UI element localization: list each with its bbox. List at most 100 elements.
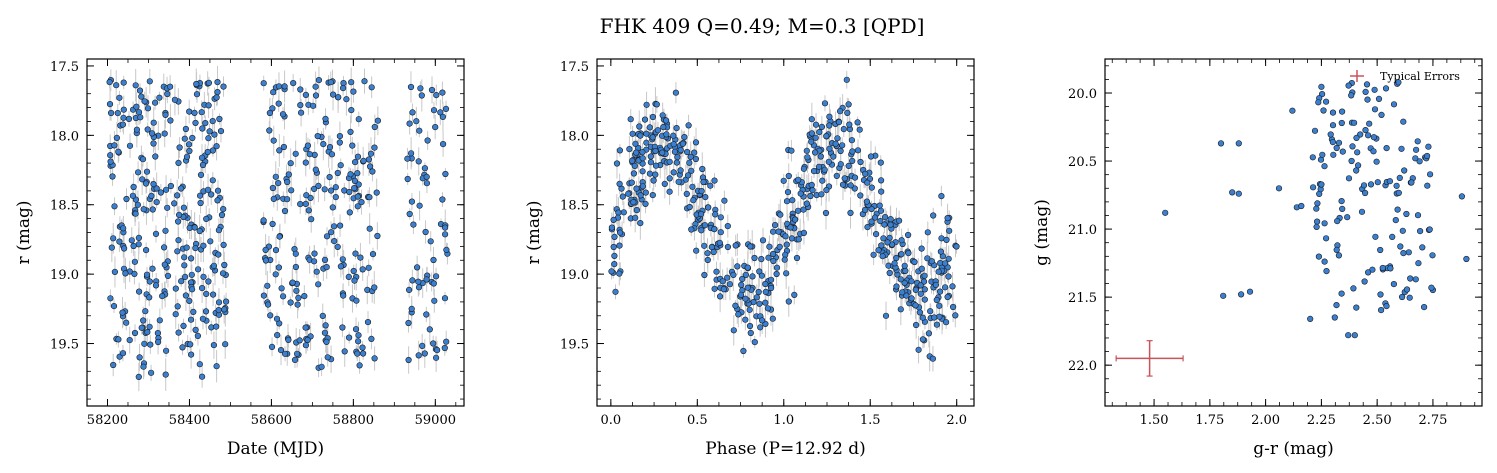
data-point [1339, 205, 1346, 212]
data-point [856, 126, 863, 133]
data-point [190, 308, 197, 316]
data-point [611, 233, 618, 240]
data-point [788, 147, 795, 154]
data-point [415, 352, 422, 359]
data-point [633, 207, 641, 214]
data-point [351, 177, 359, 184]
data-point [332, 194, 339, 201]
data-point [213, 143, 220, 150]
data-point [649, 113, 657, 121]
data-point [783, 241, 790, 248]
data-point [413, 118, 420, 125]
data-point [815, 163, 823, 170]
data-point [213, 323, 220, 330]
data-point [653, 101, 660, 108]
data-point [808, 116, 815, 123]
data-point [275, 100, 282, 107]
data-point [901, 262, 908, 269]
data-point [360, 157, 367, 164]
data-point [119, 350, 127, 357]
data-point [707, 182, 714, 189]
data-point [352, 159, 359, 166]
data-point [803, 200, 810, 207]
data-point [630, 199, 637, 206]
data-point [773, 270, 780, 278]
data-point [287, 299, 294, 306]
data-point [818, 123, 826, 130]
data-point [301, 293, 308, 300]
data-point [837, 147, 844, 155]
data-point [416, 202, 423, 209]
data-point [311, 250, 318, 257]
data-point [132, 82, 139, 89]
data-point [1333, 246, 1340, 253]
data-point [443, 338, 450, 345]
data-point [898, 251, 905, 258]
data-point [120, 106, 127, 113]
data-point [697, 210, 705, 218]
data-point [150, 181, 157, 188]
data-point [746, 322, 754, 330]
data-point [262, 246, 269, 253]
x-tick-label: 0.0 [600, 413, 621, 428]
data-point [297, 86, 304, 93]
data-point [1428, 284, 1435, 291]
x-tick-label: 2.75 [1418, 413, 1447, 428]
data-point [663, 131, 670, 138]
data-point [803, 147, 810, 154]
ticks: 1.50 1.75 2.00 2.25 2.50 2.75 20.0 20.5 21.0 21.5… [1068, 59, 1482, 428]
data-point [677, 167, 684, 174]
data-point [346, 209, 353, 216]
data-point [684, 172, 692, 179]
data-point [639, 149, 646, 156]
data-point [620, 209, 627, 216]
data-point [608, 224, 616, 231]
data-point [672, 89, 680, 96]
data-point [199, 285, 206, 292]
data-point [930, 212, 937, 219]
data-point [414, 264, 421, 271]
data-point [1311, 127, 1319, 134]
data-point [142, 180, 150, 187]
data-point [1313, 205, 1320, 212]
data-point [189, 286, 196, 293]
data-point [423, 180, 431, 187]
data-point [836, 108, 844, 115]
data-point [297, 201, 304, 208]
data-point [369, 251, 377, 258]
data-point [1423, 152, 1431, 160]
data-point [306, 151, 313, 158]
data-point [291, 356, 299, 364]
data-point [730, 271, 737, 279]
data-point [272, 271, 279, 278]
data-point [619, 193, 626, 200]
data-point [260, 80, 267, 87]
data-point [808, 130, 816, 137]
data-point [851, 185, 858, 192]
data-point [1349, 143, 1356, 150]
legend: Typical Errors [1350, 70, 1460, 83]
data-point [724, 274, 731, 281]
data-point [627, 116, 634, 123]
data-point [839, 181, 847, 188]
data-point [107, 152, 114, 159]
data-point [941, 260, 949, 267]
data-point [442, 170, 449, 178]
data-point [179, 344, 186, 351]
data-point [1366, 120, 1373, 127]
data-point [116, 94, 123, 101]
data-point [321, 329, 329, 336]
data-point [359, 266, 366, 273]
data-point [1350, 119, 1358, 126]
data-point [312, 83, 319, 90]
data-point [685, 122, 692, 129]
data-point [819, 177, 826, 184]
data-point [374, 117, 382, 124]
data-point [1354, 162, 1362, 169]
data-point [302, 91, 310, 98]
data-point [1382, 85, 1390, 92]
data-point [830, 153, 837, 160]
data-point [652, 147, 659, 155]
data-point [323, 264, 330, 271]
data-point [336, 139, 343, 146]
